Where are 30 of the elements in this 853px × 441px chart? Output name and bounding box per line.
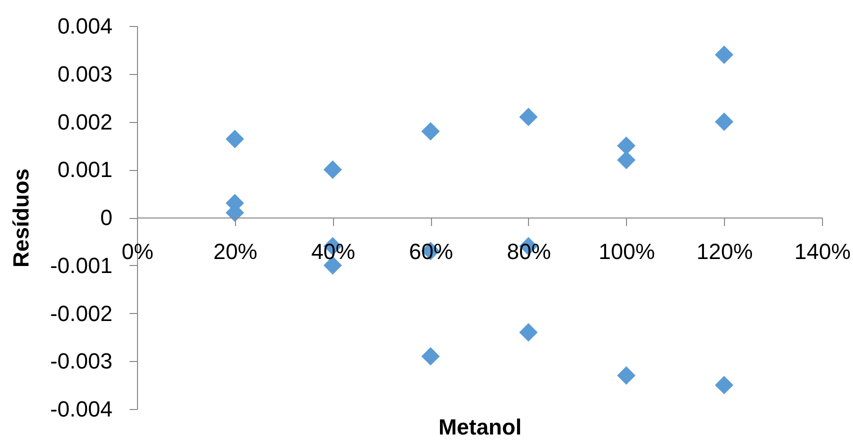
point (617, 136, 636, 155)
point (226, 130, 244, 148)
y-axis-title: Resíduos (8, 168, 34, 268)
y-tick-label: 0.001 (57, 157, 112, 182)
y-tick-label: 0.004 (57, 14, 112, 38)
point (323, 160, 342, 179)
point (617, 150, 636, 170)
point (714, 46, 734, 64)
y-tick-label: 0.002 (57, 109, 112, 134)
point (519, 323, 538, 342)
point (421, 122, 440, 141)
point (714, 112, 734, 131)
x-tick-label: 80% (506, 239, 551, 264)
x-tick-label: 40% (311, 239, 356, 264)
y-tick-label: -0.004 (50, 396, 112, 422)
x-tick-label: 140% (794, 239, 851, 264)
y-tick-label: 0.003 (57, 61, 112, 86)
point (519, 108, 538, 126)
x-tick-label: 20% (213, 239, 258, 264)
x-tick-label: 100% (598, 239, 655, 264)
x-tick-label: 0% (122, 239, 154, 264)
x-axis-title: Metanol (438, 414, 522, 440)
y-tick-label: -0.002 (50, 300, 112, 326)
y-tick-label: 0 (100, 205, 112, 230)
y-tick-label: -0.003 (50, 348, 112, 374)
point (617, 366, 636, 385)
point (421, 347, 440, 366)
point (714, 376, 734, 394)
y-tick-label: -0.001 (50, 252, 112, 278)
x-tick-label: 120% (696, 239, 753, 264)
